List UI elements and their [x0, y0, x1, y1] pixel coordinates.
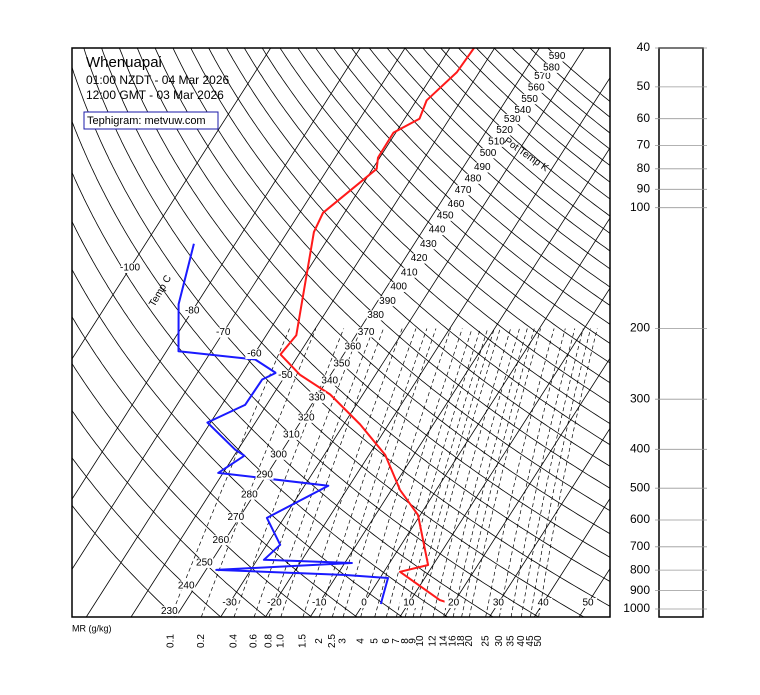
- mr-tick-label: 1.0: [275, 634, 286, 648]
- x-tick-label: -50: [278, 370, 293, 381]
- x-tick-label: 40: [538, 598, 550, 609]
- theta-tick-label: 480: [465, 174, 482, 185]
- theta-tick-label: 310: [283, 430, 300, 441]
- theta-tick-label: 420: [411, 253, 428, 264]
- theta-tick-label: 470: [455, 185, 472, 196]
- y-tick-label: 50: [637, 79, 651, 93]
- y-tick-label: 100: [630, 200, 650, 214]
- x-tick-label: 10: [403, 598, 415, 609]
- mr-tick-label: 20: [464, 635, 475, 647]
- mr-tick-label: 2: [314, 638, 325, 644]
- theta-tick-label: 560: [528, 82, 545, 93]
- theta-tick-label: 360: [344, 341, 361, 352]
- theta-tick-label: 370: [358, 327, 375, 338]
- theta-tick-label: 340: [321, 376, 338, 387]
- mr-label: MR (g/kg): [72, 623, 112, 633]
- x-tick-label: 20: [448, 598, 460, 609]
- mr-tick-label: 10: [415, 635, 426, 647]
- mr-tick-label: 25: [480, 635, 491, 647]
- x-tick-label: 30: [493, 598, 505, 609]
- mr-tick-label: 2.5: [327, 634, 338, 648]
- theta-tick-label: 320: [298, 412, 315, 423]
- x-tick-label: -80: [185, 306, 200, 317]
- theta-tick-label: 460: [448, 199, 465, 210]
- mr-tick-label: 0.1: [165, 634, 176, 648]
- x-tick-label: -30: [222, 598, 237, 609]
- y-tick-label: 80: [637, 161, 651, 175]
- theta-tick-label: 430: [420, 239, 437, 250]
- theta-tick-label: 230: [161, 606, 178, 617]
- y-tick-label: 90: [637, 182, 651, 196]
- mr-tick-label: 0.2: [196, 634, 207, 648]
- y-tick-label: 400: [630, 441, 650, 455]
- mr-tick-label: 0.4: [229, 634, 240, 648]
- y-tick-label: 900: [630, 583, 650, 597]
- y-tick-label: 300: [630, 391, 650, 405]
- mr-tick-label: 12: [428, 635, 439, 647]
- theta-tick-label: 450: [437, 210, 454, 221]
- mr-tick-label: 50: [533, 635, 544, 647]
- theta-tick-label: 550: [521, 94, 538, 105]
- y-tick-label: 40: [637, 40, 651, 54]
- mr-tick-label: 3: [338, 638, 349, 644]
- chart-title: Whenuapai: [86, 54, 162, 71]
- x-tick-label: 0: [361, 598, 367, 609]
- theta-tick-label: 260: [213, 535, 230, 546]
- mr-tick-label: 0.8: [264, 634, 275, 648]
- theta-tick-label: 240: [178, 580, 195, 591]
- theta-tick-label: 330: [309, 393, 326, 404]
- mr-tick-label: 1.5: [298, 634, 309, 648]
- theta-tick-label: 250: [196, 558, 213, 569]
- subtitle: 12:00 GMT - 03 Mar 2026: [86, 88, 224, 102]
- theta-tick-label: 490: [474, 162, 491, 173]
- y-tick-label: 800: [630, 562, 650, 576]
- mr-tick-label: 5: [369, 638, 380, 644]
- subtitle: 01:00 NZDT - 04 Mar 2026: [86, 73, 230, 87]
- theta-tick-label: 390: [379, 296, 396, 307]
- theta-tick-label: 520: [496, 125, 513, 136]
- theta-tick-label: 300: [270, 449, 287, 460]
- x-tick-label: -70: [216, 327, 231, 338]
- theta-tick-label: 540: [514, 105, 531, 116]
- theta-tick-label: 440: [429, 225, 446, 236]
- x-tick-label: -10: [312, 598, 327, 609]
- annotation: Tephigram: metvuw.com: [87, 115, 206, 127]
- mr-tick-label: 4: [355, 638, 366, 644]
- y-tick-label: 70: [637, 138, 651, 152]
- theta-tick-label: 350: [333, 358, 350, 369]
- y-tick-label: 700: [630, 539, 650, 553]
- x-tick-label: -100: [120, 263, 140, 274]
- theta-tick-label: 290: [256, 469, 273, 480]
- mr-tick-label: 0.6: [249, 634, 260, 648]
- theta-tick-label: 270: [227, 512, 244, 523]
- x-tick-label: -20: [267, 598, 282, 609]
- x-tick-label: 50: [582, 598, 594, 609]
- y-tick-label: 600: [630, 512, 650, 526]
- y-tick-label: 1000: [623, 601, 650, 615]
- y-tick-label: 200: [630, 321, 650, 335]
- y-tick-label: 500: [630, 480, 650, 494]
- theta-tick-label: 280: [241, 489, 258, 500]
- theta-tick-label: 590: [549, 51, 566, 62]
- theta-tick-label: 500: [480, 148, 497, 159]
- theta-tick-label: 400: [390, 282, 407, 293]
- x-tick-label: -60: [247, 349, 262, 360]
- theta-tick-label: 580: [543, 63, 560, 74]
- y-tick-label: 60: [637, 111, 651, 125]
- theta-tick-label: 380: [367, 310, 384, 321]
- theta-tick-label: 410: [401, 267, 418, 278]
- mr-tick-label: 30: [494, 635, 505, 647]
